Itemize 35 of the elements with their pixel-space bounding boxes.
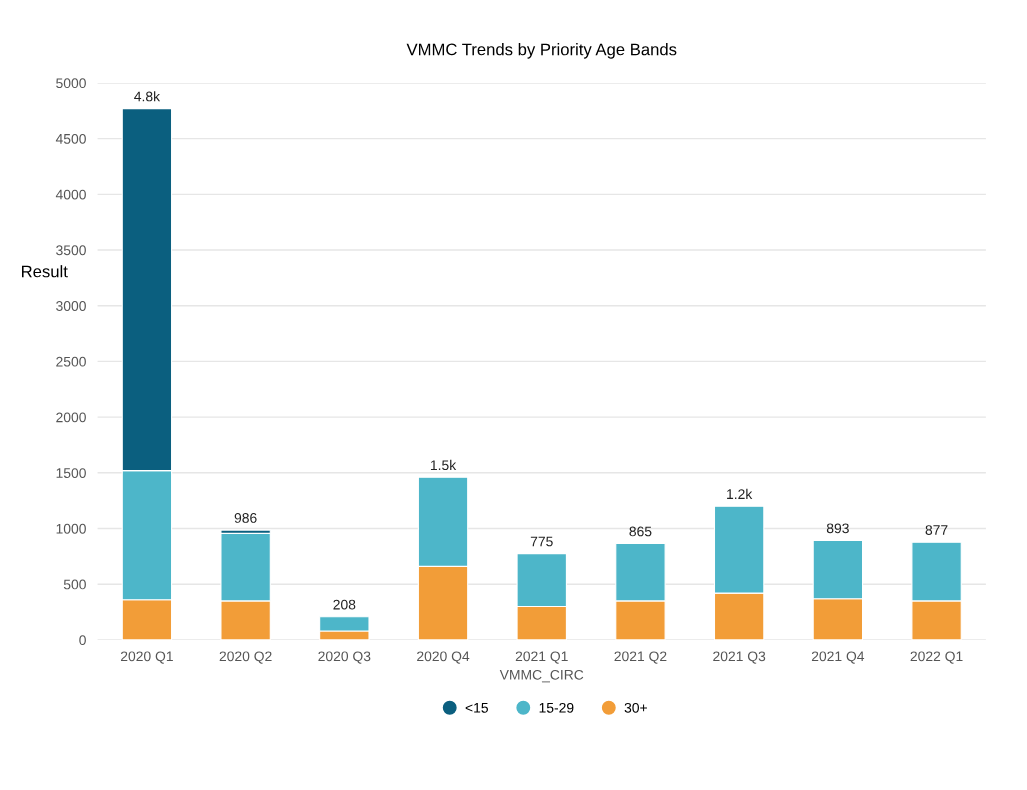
y-tick-label: 3500: [56, 245, 86, 256]
legend-label: 30+: [624, 702, 647, 713]
y-tick-label: 2500: [56, 356, 86, 367]
total-label: 208: [333, 599, 356, 610]
total-label: 1.2k: [727, 488, 753, 499]
legend-label: <15: [465, 703, 488, 713]
x-tick-label: 2022 Q1: [910, 651, 963, 664]
y-tick-label: 500: [63, 579, 86, 590]
x-tick-label: 2020 Q4: [417, 651, 470, 664]
y-tick-label: 4500: [55, 133, 86, 144]
legend-label: 15-29: [539, 702, 574, 713]
y-tick-label: 4000: [55, 189, 86, 200]
y-axis-title: Result: [22, 265, 68, 278]
y-tick-label: 1500: [56, 468, 86, 478]
total-label: 1.5k: [430, 459, 457, 471]
chart-title: VMMC Trends by Priority Age Bands: [406, 43, 677, 59]
total-label: 865: [629, 526, 652, 537]
total-label: 986: [234, 513, 257, 523]
total-label: 4.8k: [134, 91, 161, 102]
x-tick-label: 2020 Q1: [120, 651, 173, 664]
total-label: 893: [826, 523, 849, 534]
x-tick-label: 2021 Q3: [713, 651, 766, 664]
x-tick-label: 2020 Q3: [318, 651, 371, 664]
y-tick-label: 5000: [56, 78, 86, 89]
y-tick-label: 3000: [56, 301, 86, 311]
y-tick-label: 1000: [56, 523, 86, 534]
y-tick-label: 2000: [56, 412, 86, 423]
total-label: 877: [925, 525, 948, 536]
x-tick-label: 2021 Q2: [614, 651, 667, 664]
y-tick-label: 0: [79, 635, 86, 646]
x-tick-label: 2021 Q1: [515, 651, 568, 664]
x-tick-label: 2021 Q4: [811, 651, 865, 664]
x-axis-title: VMMC_CIRC: [499, 669, 584, 683]
total-label: 775: [530, 536, 553, 547]
x-tick-label: 2020 Q2: [219, 651, 272, 664]
